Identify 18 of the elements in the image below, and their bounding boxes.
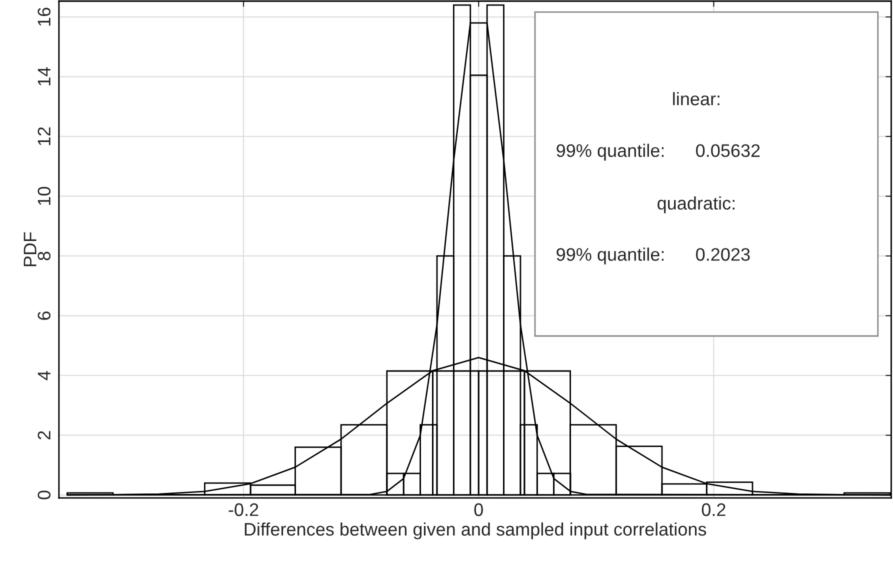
x-axis-title: Differences between given and sampled input correlations (244, 522, 706, 540)
x-tick-label: -0.2 (228, 503, 258, 516)
x-tick-label: 0 (474, 503, 483, 516)
annotation: quadratic: (658, 196, 734, 214)
annotation: 99% quantile: 0.05632 (556, 144, 760, 161)
annotation: linear: (673, 92, 720, 106)
y-tick-label: 2 (38, 431, 50, 440)
y-tick-label: 6 (38, 312, 51, 320)
x-tick-label: 0.2 (702, 503, 726, 516)
y-tick-label: 16 (38, 8, 51, 26)
y-tick-label: 14 (38, 67, 50, 86)
y-tick-label: 4 (38, 370, 50, 380)
y-axis-title: PDF (24, 232, 36, 266)
y-tick-label: 0 (38, 490, 51, 500)
y-tick-label: 10 (38, 186, 51, 205)
annotation: 99% quantile: 0.2023 (556, 248, 750, 264)
y-tick-label: 12 (38, 127, 50, 146)
y-tick-label: 8 (38, 252, 51, 260)
